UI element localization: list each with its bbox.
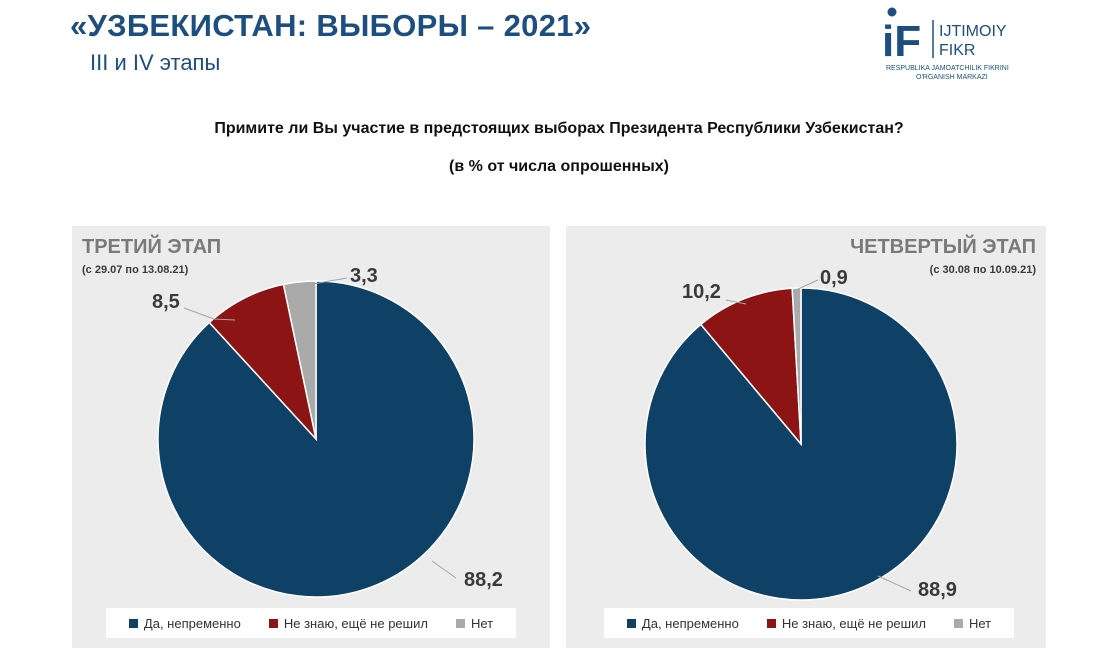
logo-letters: iF (882, 17, 921, 66)
legend-label-no: Нет (470, 615, 494, 631)
legend-label-dont-know: Не знаю, ещё не решил (781, 615, 926, 631)
page-subtitle: III и IV этапы (90, 50, 221, 75)
pie-chart-fourth-stage: 88,9 10,2 0,9 (644, 267, 958, 601)
page-title: «УЗБЕКИСТАН: ВЫБОРЫ – 2021» (70, 8, 592, 43)
legend-label-no: Нет (968, 615, 992, 631)
ijtimoiy-fikr-logo: iF IJTIMOIY FIKR RESPUBLIKA JAMOATCHILIK… (882, 7, 1009, 81)
stage-dates: (с 29.07 по 13.08.21) (82, 264, 189, 276)
logo-dot-icon (887, 7, 897, 17)
leader-line-dont-know (725, 299, 747, 305)
logo-tagline-line1: RESPUBLIKA JAMOATCHILIK FIKRINI (886, 65, 1009, 72)
data-label-yes: 88,9 (918, 579, 957, 601)
logo-name-line2: FIKR (939, 42, 975, 59)
unit-note: (в % от числа опрошенных) (449, 158, 669, 175)
leader-line-yes (431, 560, 457, 579)
leader-line-yes (877, 575, 912, 592)
survey-question: Примите ли Вы участие в предстоящих выбо… (214, 120, 904, 137)
pie-slice-dont-know (699, 287, 802, 447)
pie-slice-no (282, 280, 317, 440)
legend-label-yes: Да, непременно (143, 615, 241, 631)
leader-line-no (795, 279, 819, 291)
stage-title: ЧЕТВЕРТЫЙ ЭТАП (850, 236, 1036, 258)
legend-swatch-dont-know (766, 618, 776, 628)
leader-line-no (301, 277, 348, 287)
logo-name-line1: IJTIMOIY (939, 23, 1007, 40)
logo-tagline-line2: O'RGANISH MARKAZI (916, 74, 988, 81)
stage-title: ТРЕТИЙ ЭТАП (82, 236, 222, 258)
legend-label-dont-know: Не знаю, ещё не решил (283, 615, 428, 631)
data-label-dont-know: 10,2 (682, 281, 721, 303)
legend-label-yes: Да, непременно (641, 615, 739, 631)
data-label-dont-know: 8,5 (152, 291, 180, 313)
legend-item-dont-know: Не знаю, ещё не решил (268, 615, 428, 631)
legend-item-yes: Да, непременно (128, 615, 241, 631)
leader-line-dont-know (183, 307, 236, 321)
legend-item-no: Нет (455, 615, 494, 631)
legend-item-dont-know: Не знаю, ещё не решил (766, 615, 926, 631)
legend-swatch-dont-know (268, 618, 278, 628)
legend-swatch-no (455, 618, 465, 628)
data-label-yes: 88,2 (464, 569, 503, 591)
pie-slice-dont-know (208, 283, 318, 442)
chart-panel-fourth-stage: 88,9 10,2 0,9 ЧЕТВЕРТЫЙ ЭТАП (с 30.08 по 1… (566, 226, 1046, 648)
legend: Да, непременно Не знаю, ещё не решил Нет (604, 608, 1014, 638)
legend-swatch-yes (626, 618, 636, 628)
data-label-no: 3,3 (350, 265, 378, 287)
pie-chart-third-stage: 88,2 8,5 3,3 (152, 265, 503, 598)
data-label-no: 0,9 (820, 267, 848, 289)
stage-dates: (с 30.08 по 10.09.21) (929, 264, 1036, 276)
legend-item-yes: Да, непременно (626, 615, 739, 631)
legend: Да, непременно Не знаю, ещё не решил Нет (106, 608, 516, 638)
legend-swatch-yes (128, 618, 138, 628)
legend-swatch-no (953, 618, 963, 628)
legend-item-no: Нет (953, 615, 992, 631)
chart-panel-third-stage: 88,2 8,5 3,3 ТРЕТИЙ ЭТАП (с 29.07 по 13.08… (72, 226, 550, 648)
